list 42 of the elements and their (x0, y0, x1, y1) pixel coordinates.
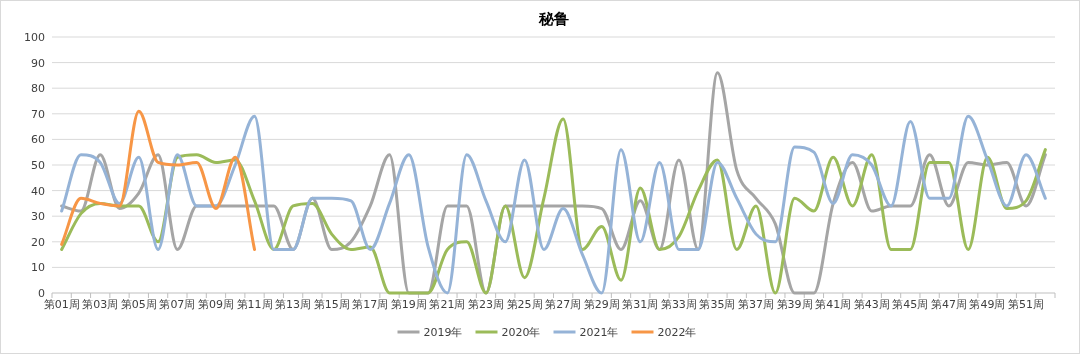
x-tick-label: 第25周 (506, 298, 543, 311)
x-tick-label: 第33周 (660, 298, 697, 311)
y-tick-label: 0 (38, 287, 45, 300)
x-tick-label: 第19周 (390, 298, 427, 311)
y-tick-label: 30 (31, 210, 45, 224)
legend-label: 2019年 (423, 326, 463, 339)
legend-label: 2022年 (657, 326, 697, 339)
x-tick-label: 第17周 (352, 298, 389, 311)
y-tick-label: 60 (31, 133, 45, 147)
x-tick-label: 第13周 (275, 298, 312, 311)
x-tick-label: 第23周 (467, 298, 504, 311)
legend-label: 2021年 (579, 326, 619, 339)
x-tick-label: 第29周 (583, 298, 620, 311)
x-tick-label: 第15周 (313, 298, 350, 311)
x-tick-label: 第09周 (197, 298, 234, 311)
y-tick-label: 80 (31, 82, 45, 96)
x-tick-label: 第39周 (776, 298, 813, 311)
y-tick-label: 70 (31, 107, 45, 121)
y-tick-label: 90 (31, 56, 45, 70)
x-tick-label: 第35周 (699, 298, 736, 311)
x-tick-label: 第51周 (1008, 298, 1045, 311)
x-tick-label: 第41周 (815, 298, 852, 311)
x-tick-label: 第01周 (43, 298, 80, 311)
y-tick-label: 40 (31, 184, 45, 198)
x-tick-label: 第31周 (622, 298, 659, 311)
x-tick-label: 第27周 (545, 298, 582, 311)
x-tick-label: 第03周 (82, 298, 119, 311)
x-tick-label: 第43周 (853, 298, 890, 311)
x-tick-label: 第49周 (969, 298, 1006, 311)
y-tick-label: 10 (31, 261, 45, 275)
x-tick-label: 第47周 (930, 298, 967, 311)
y-tick-label: 50 (31, 159, 45, 172)
x-tick-label: 第37周 (738, 298, 775, 311)
y-tick-label: 20 (31, 235, 45, 249)
x-tick-label: 第21周 (429, 298, 466, 311)
x-tick-label: 第05周 (120, 298, 157, 311)
x-tick-label: 第07周 (159, 298, 196, 311)
title: 秘鲁 (538, 10, 569, 28)
legend-label: 2020年 (501, 326, 541, 339)
x-tick-label: 第45周 (892, 298, 929, 311)
x-tick-label: 第11周 (236, 298, 273, 311)
y-tick-label: 100 (24, 31, 45, 44)
